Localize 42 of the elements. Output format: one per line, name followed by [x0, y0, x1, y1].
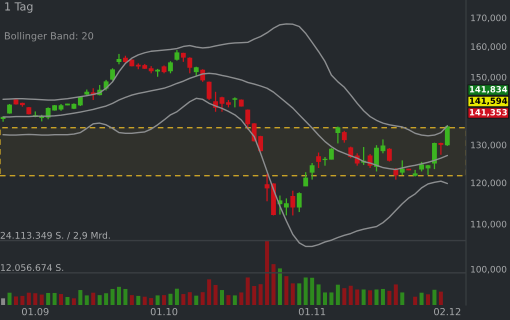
y-tick-label: 150,000: [471, 74, 506, 82]
candlestick: [310, 162, 315, 180]
candlestick: [342, 130, 347, 144]
y-tick-label: 120,000: [471, 180, 506, 188]
candlestick: [290, 190, 296, 216]
line-series: [2, 23, 448, 137]
ref-line-label: 24.113.349 S. / 2,9 Mrd.: [0, 232, 110, 240]
x-tick-label: 01.09: [22, 308, 49, 316]
candlestick: [245, 108, 250, 130]
candlestick: [303, 172, 308, 187]
text: 141,353: [470, 109, 507, 117]
candlestick: [174, 49, 180, 62]
candlestick: [110, 68, 115, 82]
annotation: Bollinger Band: 20: [4, 32, 94, 42]
y-tick-label: 170,000: [471, 14, 506, 22]
x-tick-label: 01.11: [298, 308, 326, 316]
y-tick-label: 160,000: [471, 43, 506, 51]
text: 141,594: [470, 98, 508, 106]
x-tick-label: 01.10: [150, 308, 178, 316]
candlestick: [7, 103, 12, 114]
candlestick: [316, 152, 321, 169]
chart-title: 1 Tag: [5, 2, 32, 13]
candlestick: [206, 80, 212, 101]
y-tick-label: 100,000: [471, 266, 506, 274]
ref-line-label: 12.056.674 S.: [1, 264, 64, 272]
candlestick: [438, 142, 444, 156]
candlestick: [180, 52, 186, 62]
y-tick-label: 110,000: [471, 220, 506, 228]
candlestick: [187, 56, 192, 74]
candlestick: [335, 126, 340, 144]
line-series: [2, 98, 448, 248]
x-tick-label: 02.12: [434, 308, 460, 316]
y-tick-label: 130,000: [471, 142, 506, 150]
candlestick: [393, 167, 398, 180]
text: 141,834: [470, 86, 508, 94]
candlestick: [386, 147, 392, 162]
candlestick: [116, 53, 122, 65]
candlestick: [296, 192, 302, 213]
candlestick: [168, 60, 173, 74]
candlestick: [232, 96, 238, 108]
candlestick: [400, 160, 405, 176]
candlestick: [432, 142, 437, 170]
